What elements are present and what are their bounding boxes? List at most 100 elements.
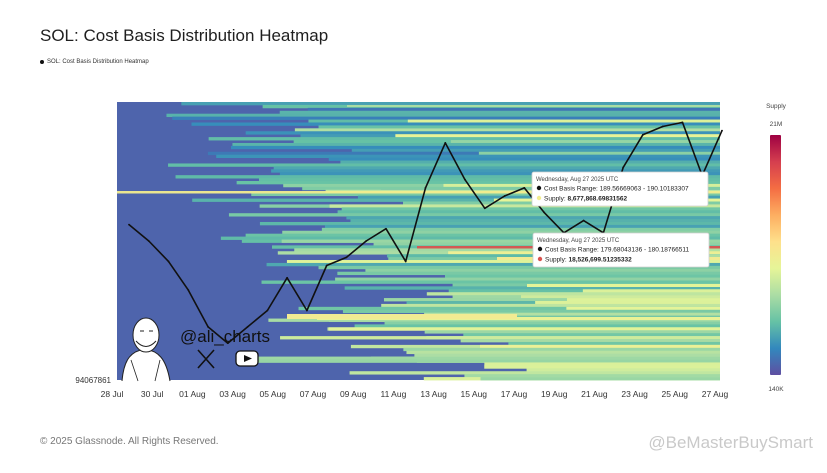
tooltip-range-dot-icon bbox=[537, 246, 543, 252]
avatar-shirt bbox=[130, 359, 161, 382]
x-tick-label: 27 Aug bbox=[702, 389, 729, 399]
heatmap-band bbox=[245, 233, 720, 238]
heatmap-band bbox=[216, 154, 720, 158]
heatmap-band bbox=[384, 321, 720, 325]
x-tick-label: 09 Aug bbox=[340, 389, 367, 399]
x-tick-label: 11 Aug bbox=[380, 389, 406, 399]
avatar-head bbox=[132, 317, 160, 353]
heatmap-band bbox=[484, 365, 720, 369]
price-point bbox=[147, 240, 150, 242]
avatar bbox=[121, 317, 171, 382]
heatmap-band bbox=[324, 224, 720, 229]
heatmap-band bbox=[255, 356, 720, 360]
price-point bbox=[582, 219, 585, 222]
colorbar-max-label: 21M bbox=[770, 121, 783, 128]
heatmap-band bbox=[566, 306, 720, 311]
heatmap-band bbox=[231, 145, 721, 150]
heatmap-band bbox=[279, 110, 720, 115]
price-point bbox=[543, 211, 545, 214]
price-point bbox=[721, 129, 723, 132]
page-title: SOL: Cost Basis Distribution Heatmap bbox=[40, 26, 329, 45]
heatmap-band bbox=[351, 148, 720, 153]
legend-dot-icon bbox=[40, 60, 44, 64]
heatmap-band bbox=[172, 116, 721, 120]
watermark: @BeMasterBuySmart bbox=[648, 433, 813, 452]
heatmap-band bbox=[298, 306, 720, 311]
heatmap-band bbox=[508, 341, 720, 346]
x-tick-label: 01 Aug bbox=[179, 389, 206, 399]
heatmap-band bbox=[266, 262, 720, 267]
tooltip: Wednesday, Aug 27 2025 UTC Cost Basis Ran… bbox=[531, 171, 709, 207]
price-point bbox=[207, 325, 209, 328]
price-point bbox=[424, 186, 427, 189]
price-point bbox=[266, 309, 269, 312]
avatar-beard bbox=[135, 340, 157, 347]
heatmap-band bbox=[381, 303, 720, 308]
heatmap-band bbox=[286, 260, 720, 264]
handle-text: @ali_charts bbox=[180, 327, 270, 346]
heatmap-band bbox=[484, 362, 720, 366]
heatmap-band bbox=[520, 295, 720, 299]
heatmap-band bbox=[220, 236, 721, 240]
x-icon-mark bbox=[197, 349, 215, 369]
heatmap-band bbox=[317, 317, 720, 320]
heatmap-band bbox=[395, 134, 720, 138]
heatmap-band bbox=[302, 186, 720, 191]
heatmap-band bbox=[236, 181, 721, 185]
colorbar bbox=[770, 135, 781, 375]
x-tick-label: 28 Jul bbox=[101, 389, 124, 399]
heatmap-band bbox=[444, 274, 720, 278]
x-tick-label: 15 Aug bbox=[461, 389, 488, 399]
heatmap-band bbox=[228, 213, 721, 217]
heatmap-band bbox=[478, 151, 720, 156]
heatmap-band bbox=[168, 163, 720, 167]
heatmap-band bbox=[232, 142, 721, 147]
heatmap-band bbox=[166, 113, 720, 118]
heatmap-band bbox=[258, 178, 720, 182]
price-point bbox=[404, 260, 407, 263]
heatmap-band bbox=[383, 298, 720, 302]
heatmap-band bbox=[261, 280, 720, 284]
heatmap-band bbox=[347, 105, 720, 107]
price-point bbox=[226, 342, 229, 345]
tooltip-range-dot-icon bbox=[536, 185, 542, 191]
heatmap-band bbox=[460, 339, 720, 343]
heatmap-band bbox=[328, 327, 720, 331]
heatmap-band bbox=[527, 284, 720, 287]
price-point bbox=[325, 264, 328, 267]
heatmap-band bbox=[407, 119, 720, 123]
price-point bbox=[128, 223, 130, 226]
price-point bbox=[444, 141, 447, 144]
price-point bbox=[286, 276, 289, 279]
heatmap-band bbox=[245, 131, 721, 135]
legend-label: SOL: Cost Basis Distribution Heatmap bbox=[47, 59, 149, 65]
heatmap-band bbox=[268, 318, 720, 322]
heatmap-band bbox=[406, 350, 720, 355]
tooltip-box bbox=[531, 171, 709, 207]
heatmap-band bbox=[307, 107, 720, 112]
heatmap-band bbox=[342, 309, 720, 314]
chart-legend: SOL: Cost Basis Distribution Heatmap bbox=[40, 59, 149, 65]
heatmap-band bbox=[175, 175, 720, 179]
x-tick-label: 07 Aug bbox=[300, 389, 327, 399]
heatmap-band bbox=[526, 368, 720, 372]
tooltip-range: Cost Basis Range: 189.56669063 - 190.101… bbox=[544, 186, 689, 193]
heatmap-band bbox=[337, 271, 720, 276]
heatmap-band bbox=[280, 336, 720, 340]
price-point bbox=[622, 166, 625, 169]
heatmap-band bbox=[207, 151, 721, 156]
heatmap-band bbox=[354, 324, 720, 328]
price-point bbox=[385, 227, 387, 230]
heatmap-band bbox=[191, 122, 720, 126]
heatmap-band bbox=[335, 277, 720, 281]
price-point bbox=[306, 309, 308, 312]
heatmap-band bbox=[341, 207, 720, 211]
heatmap-band bbox=[479, 344, 720, 349]
youtube-icon[interactable] bbox=[235, 350, 259, 367]
heatmap-band bbox=[181, 102, 721, 106]
price-point bbox=[661, 125, 664, 128]
heatmap-band bbox=[424, 330, 720, 334]
tooltip: Wednesday, Aug 27 2025 UTC Cost Basis Ran… bbox=[532, 232, 710, 268]
x-icon[interactable] bbox=[197, 349, 215, 369]
tooltip-date: Wednesday, Aug 27 2025 UTC bbox=[537, 238, 620, 244]
